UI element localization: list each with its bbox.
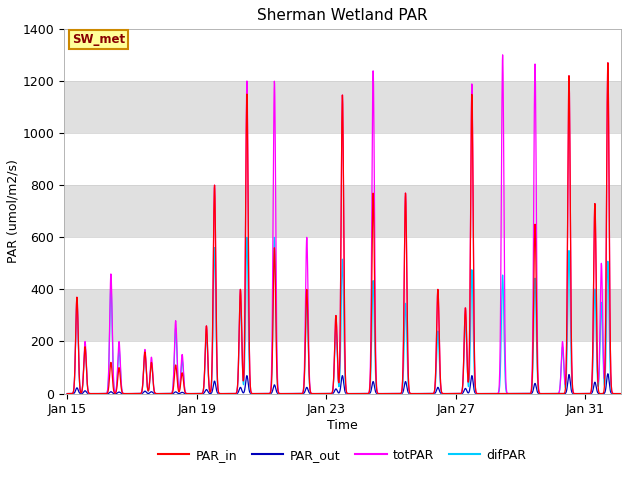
Bar: [64, 289, 621, 341]
Bar: [64, 237, 621, 289]
Text: SW_met: SW_met: [72, 34, 125, 47]
Y-axis label: PAR (umol/m2/s): PAR (umol/m2/s): [6, 159, 20, 263]
X-axis label: Time: Time: [327, 419, 358, 432]
Bar: [64, 341, 621, 394]
Legend: PAR_in, PAR_out, totPAR, difPAR: PAR_in, PAR_out, totPAR, difPAR: [153, 444, 532, 467]
Bar: [64, 133, 621, 185]
Bar: [64, 81, 621, 133]
Bar: [64, 185, 621, 237]
Bar: [64, 29, 621, 81]
Title: Sherman Wetland PAR: Sherman Wetland PAR: [257, 9, 428, 24]
